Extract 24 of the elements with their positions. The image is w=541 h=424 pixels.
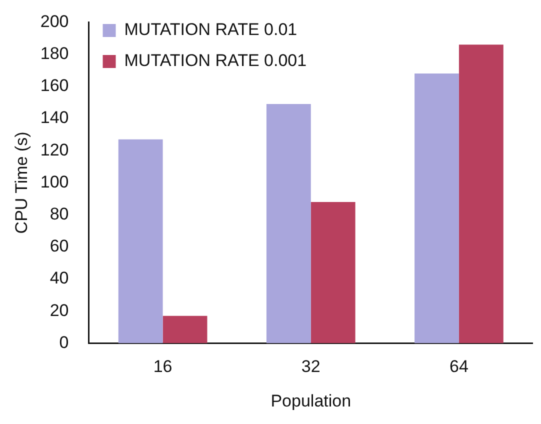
bar xyxy=(458,44,504,344)
y-tick-label: 40 xyxy=(50,268,69,288)
y-tick-label: 120 xyxy=(40,140,69,160)
x-tick-label: 64 xyxy=(450,357,468,376)
x-axis-title: Population xyxy=(270,391,352,410)
bar xyxy=(266,104,311,344)
bar xyxy=(310,202,356,344)
y-tick-label: 80 xyxy=(50,204,69,224)
y-tick-label: 160 xyxy=(40,76,69,96)
x-tick-label: 16 xyxy=(153,357,172,376)
y-axis-title: CPU Time (s) xyxy=(12,132,31,234)
legend-label: MUTATION RATE 0.001 xyxy=(124,51,307,70)
y-tick-label: 0 xyxy=(59,332,69,352)
x-tick-label: 32 xyxy=(301,357,320,376)
bar xyxy=(162,316,208,344)
y-tick-label: 100 xyxy=(40,172,69,192)
bar xyxy=(118,139,163,344)
legend-label: MUTATION RATE 0.01 xyxy=(124,20,298,40)
y-tick-label: 140 xyxy=(40,108,69,128)
y-tick-label: 20 xyxy=(50,300,69,320)
y-tick-label: 200 xyxy=(40,12,69,31)
bar xyxy=(414,74,459,344)
y-tick-label: 180 xyxy=(40,44,69,63)
y-tick-label: 60 xyxy=(50,236,69,256)
